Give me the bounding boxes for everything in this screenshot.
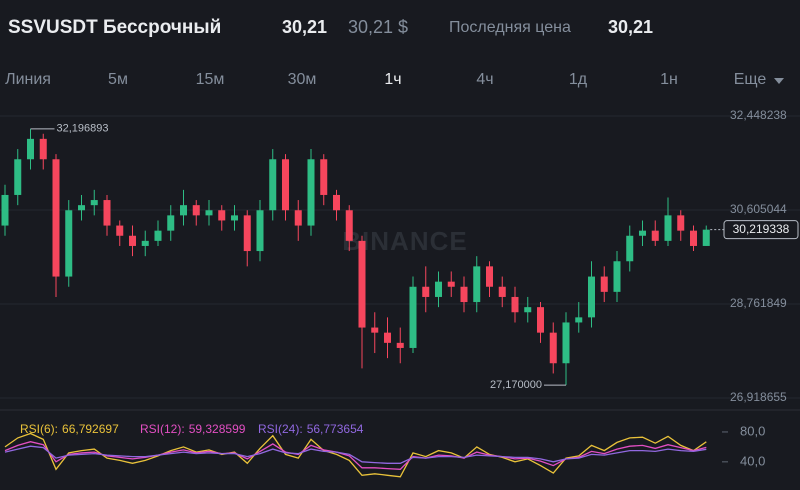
- legend-entry: RSI(24): 56,773654: [258, 422, 364, 436]
- candle-body: [218, 210, 226, 221]
- candle-body: [498, 286, 506, 297]
- rsi-tick-label: 80,0: [740, 423, 765, 438]
- candle-body: [422, 286, 430, 297]
- legend-value: 56,773654: [307, 422, 364, 436]
- legend-name: RSI(6):: [20, 422, 58, 436]
- last-price-label: 30,219338: [733, 222, 790, 236]
- y-tick-label: 32,448238: [730, 108, 787, 122]
- candle-body: [129, 235, 136, 246]
- candle-body: [384, 332, 391, 343]
- candle-body: [473, 266, 481, 303]
- candle-body: [141, 240, 149, 246]
- candle-body: [65, 210, 73, 277]
- candle-body: [282, 159, 289, 211]
- candle-body: [103, 200, 111, 226]
- candle-body: [447, 281, 455, 287]
- candle-body: [167, 215, 175, 231]
- candle-body: [690, 230, 697, 246]
- candle-body: [639, 230, 646, 236]
- candle-body: [345, 210, 353, 241]
- candle-body: [460, 286, 468, 303]
- tab-more[interactable]: Еще: [734, 71, 767, 88]
- candle-body: [409, 286, 417, 348]
- rsi-tick-label: 40,0: [740, 453, 765, 468]
- candle-body: [116, 225, 124, 236]
- y-tick-label: 26,918655: [730, 390, 787, 404]
- candle-body: [243, 215, 251, 252]
- max-label: 32,196893: [57, 123, 109, 135]
- candle-body: [371, 327, 379, 333]
- candle-body: [269, 159, 277, 211]
- candle-body: [651, 230, 659, 241]
- candle-body: [511, 296, 519, 313]
- candle-body: [575, 317, 583, 323]
- candle-body: [154, 230, 162, 241]
- y-tick-label: 30,605044: [730, 202, 787, 216]
- candle-body: [231, 215, 238, 221]
- candle-body: [600, 276, 608, 292]
- candle-body: [588, 276, 595, 318]
- candle-body: [320, 159, 328, 195]
- last-price-box: [723, 220, 799, 240]
- candle-body: [192, 205, 200, 216]
- candle-body: [358, 240, 366, 328]
- candle-body: [90, 200, 98, 206]
- symbol-title: SSVUSDT Бессрочный: [8, 17, 221, 38]
- candle-body: [549, 332, 557, 364]
- tab[interactable]: 4ч: [476, 71, 493, 88]
- candle-body: [537, 307, 544, 333]
- candle-body: [52, 159, 60, 277]
- candle-body: [27, 138, 34, 160]
- candle-body: [664, 215, 672, 241]
- legend-entry: RSI(6): 66,792697: [20, 422, 119, 436]
- tab[interactable]: 1д: [569, 71, 588, 88]
- candle-body: [435, 281, 442, 297]
- candle-body: [396, 342, 404, 348]
- rsi-line: [4, 445, 707, 464]
- min-label: 27,170000: [490, 379, 542, 391]
- candle-body: [294, 210, 302, 226]
- candle-body: [486, 266, 493, 287]
- candle-body: [205, 210, 213, 216]
- legend-name: RSI(12):: [140, 422, 185, 436]
- candle-body: [14, 159, 22, 195]
- candle-body: [702, 229, 710, 246]
- tab[interactable]: 1н: [660, 71, 678, 88]
- tab-active[interactable]: 1ч: [384, 71, 401, 88]
- dropdown-arrow[interactable]: [774, 78, 784, 84]
- legend-name: RSI(24):: [258, 422, 303, 436]
- rsi-line: [4, 432, 707, 478]
- last-price: 30,21: [608, 17, 653, 37]
- y-tick-label: 28,761849: [730, 296, 787, 310]
- candle-body: [1, 194, 9, 226]
- candle-body: [39, 138, 47, 160]
- rsi-line: [4, 441, 707, 470]
- tab[interactable]: Линия: [5, 71, 51, 88]
- candle-body: [307, 159, 315, 226]
- candle-body: [626, 235, 634, 262]
- tab[interactable]: 15м: [196, 71, 225, 88]
- legend-value: 59,328599: [189, 422, 246, 436]
- price: 30,21: [282, 17, 327, 37]
- candle-body: [524, 307, 532, 313]
- legend-value: 66,792697: [62, 422, 119, 436]
- last-price-label: Последняя цена: [449, 19, 571, 36]
- candle-body: [180, 205, 187, 216]
- candle-body: [78, 205, 85, 211]
- legend-entry: RSI(12): 59,328599: [140, 422, 246, 436]
- tab[interactable]: 30м: [288, 71, 317, 88]
- candle-body: [256, 210, 264, 252]
- candle-body: [677, 215, 685, 231]
- price-usd: 30,21 $: [348, 17, 408, 37]
- candle-body: [333, 194, 340, 211]
- candle-body: [613, 261, 621, 292]
- tab[interactable]: 5м: [108, 71, 128, 88]
- candle-body: [562, 322, 570, 364]
